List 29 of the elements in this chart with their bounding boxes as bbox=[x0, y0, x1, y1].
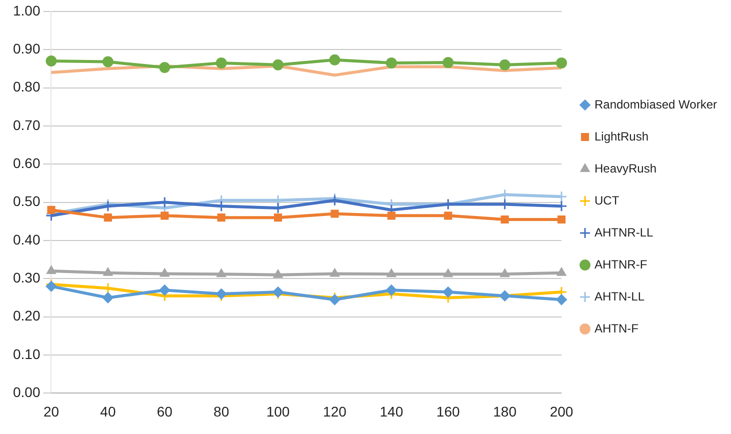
x-tick-label: 200 bbox=[550, 403, 574, 420]
x-tick-label: 160 bbox=[436, 403, 460, 420]
x-tick-label: 20 bbox=[43, 403, 60, 420]
y-tick-label: 0.20 bbox=[13, 308, 40, 324]
x-tick-label: 120 bbox=[323, 403, 347, 420]
x-tick-label: 40 bbox=[100, 403, 116, 420]
y-tick-label: 0.60 bbox=[13, 154, 40, 171]
x-tick-label: 140 bbox=[380, 403, 404, 420]
legend-label: LightRush bbox=[594, 129, 649, 144]
legend-label: AHTN-F bbox=[594, 321, 638, 336]
x-tick-label: 80 bbox=[214, 403, 230, 420]
y-tick-label: 0.80 bbox=[13, 78, 40, 95]
y-tick-label: 0.90 bbox=[13, 40, 40, 56]
y-tick-label: 0.70 bbox=[13, 116, 40, 133]
y-tick-label: 0.50 bbox=[13, 193, 40, 210]
y-tick-label: 1.00 bbox=[13, 2, 40, 18]
legend-label: HeavyRush bbox=[594, 161, 657, 176]
legend-label: AHTN-LL bbox=[594, 289, 645, 304]
legend-label: AHTNR-F bbox=[594, 257, 648, 272]
legend-label: UCT bbox=[594, 193, 620, 208]
y-tick-label: 0.30 bbox=[13, 270, 40, 286]
x-tick-label: 100 bbox=[266, 403, 290, 420]
legend-label: Randombiased Worker bbox=[594, 97, 718, 112]
y-tick-label: 0.00 bbox=[13, 384, 40, 400]
y-tick-label: 0.40 bbox=[13, 231, 40, 248]
x-tick-label: 180 bbox=[493, 403, 517, 420]
legend-label: AHTNR-LL bbox=[594, 225, 654, 240]
y-tick-label: 0.10 bbox=[13, 346, 40, 362]
x-tick-label: 60 bbox=[156, 403, 173, 420]
